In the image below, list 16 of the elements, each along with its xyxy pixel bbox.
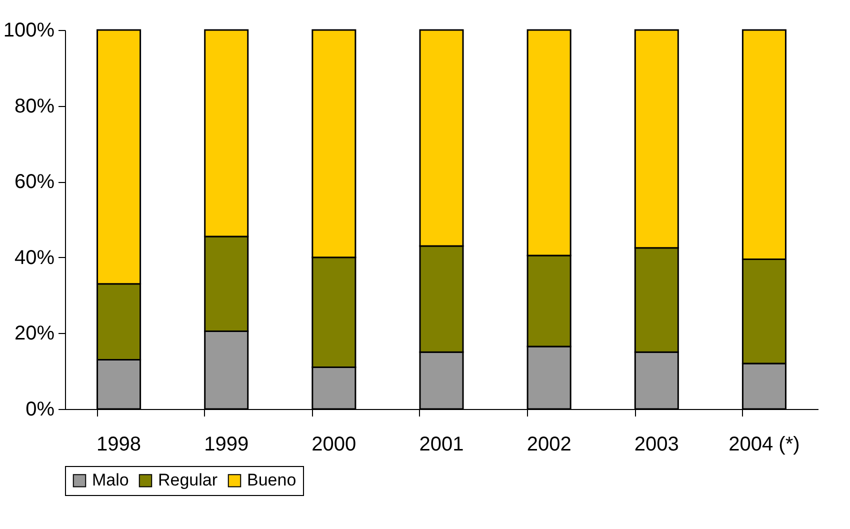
x-tick-label: 2000 [312,434,356,456]
x-tick-label: 2002 [526,434,572,456]
y-tick-label: 100% [3,20,55,42]
x-tick-label: 1998 [96,434,142,456]
y-tick-label: 20% [14,322,55,345]
x-tick-label: 1999 [204,434,249,456]
x-tick-label: 2004 (*) [728,434,800,456]
y-tick-label: 40% [14,246,55,269]
y-tick-label: 0% [26,398,55,420]
legend-label: Malo [92,470,129,490]
y-tick-label: 80% [14,95,55,118]
y-tick-label: 60% [14,171,55,194]
x-tick-label: 2001 [419,434,464,456]
x-tick-label: 2003 [634,434,679,456]
legend-label: Regular [158,470,218,490]
legend-label: Bueno [247,470,296,490]
